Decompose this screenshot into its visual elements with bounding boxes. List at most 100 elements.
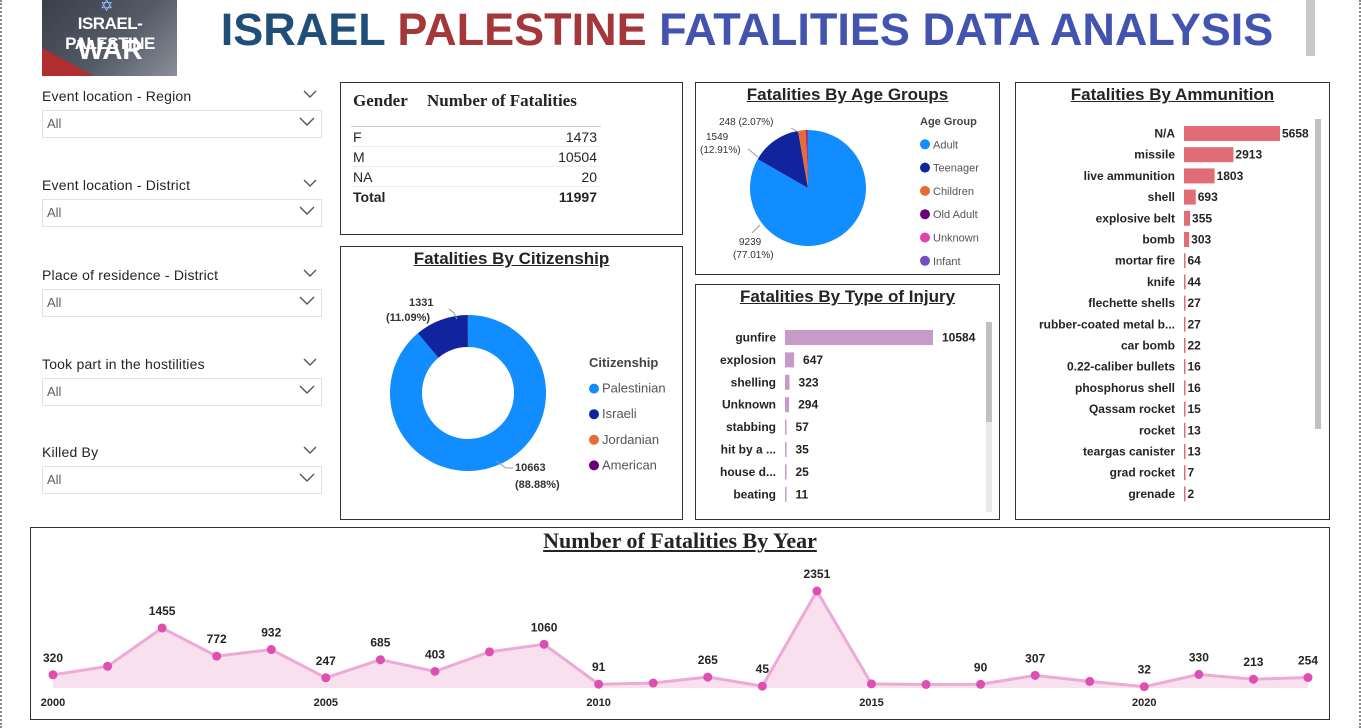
data-point-2003[interactable]	[212, 651, 222, 661]
bar-phosphorus-shell[interactable]	[1184, 380, 1186, 396]
table-row[interactable]: F 1473	[351, 127, 601, 147]
chevron-down-icon[interactable]	[302, 265, 318, 281]
legend-marker-palestinian[interactable]	[589, 383, 599, 394]
slicer-dropdown[interactable]: All	[42, 110, 322, 138]
slicer-dropdown[interactable]: All	[42, 378, 322, 406]
bar-unknown[interactable]	[785, 397, 790, 413]
bar-shell[interactable]	[1184, 189, 1196, 205]
table-row[interactable]: NA 20	[351, 167, 601, 187]
pie-slice-unknown[interactable]	[807, 130, 808, 188]
legend-marker-infant[interactable]	[920, 255, 930, 266]
bar-rocket[interactable]	[1184, 422, 1186, 438]
legend-marker-teenager[interactable]	[920, 162, 930, 173]
data-point-2007[interactable]	[430, 666, 440, 676]
legend-item-children[interactable]: Children	[933, 186, 974, 198]
column-header-fatalities[interactable]: Number of Fatalities	[427, 91, 577, 110]
bar-teargas-canister[interactable]	[1184, 444, 1186, 459]
bar-car-bomb[interactable]	[1184, 338, 1186, 353]
bar-live-ammunition[interactable]	[1184, 168, 1215, 184]
chevron-down-icon[interactable]	[302, 442, 318, 458]
chevron-down-icon[interactable]	[302, 175, 318, 191]
legend-marker-unknown[interactable]	[920, 232, 930, 243]
column-header-gender[interactable]: Gender	[353, 91, 408, 110]
legend-item-infant[interactable]: Infant	[933, 256, 961, 268]
pie-slice-teenager[interactable]	[757, 130, 808, 188]
data-point-2000[interactable]	[48, 670, 58, 680]
legend-marker-old-adult[interactable]	[920, 209, 930, 220]
legend-marker-american[interactable]	[589, 460, 599, 471]
chevron-down-icon[interactable]	[302, 86, 318, 102]
legend-item-old-adult[interactable]: Old Adult	[933, 209, 978, 221]
chevron-down-icon[interactable]	[299, 469, 315, 485]
data-point-2012[interactable]	[703, 672, 713, 682]
pie-slice-children[interactable]	[798, 130, 808, 188]
table-row[interactable]: M 10504	[351, 147, 601, 167]
pie-slice-palestinian[interactable]	[390, 315, 546, 471]
bar-gunfire[interactable]	[785, 330, 933, 345]
bar-knife[interactable]	[1184, 274, 1186, 290]
bar-qassam-rocket[interactable]	[1184, 401, 1186, 417]
bar-rubber-coated-metal-b[interactable]	[1184, 316, 1186, 332]
bar-hit-by-a[interactable]	[785, 442, 787, 457]
bar-grad-rocket[interactable]	[1184, 465, 1186, 481]
bar-explosive-belt[interactable]	[1184, 210, 1191, 226]
bar-grenade[interactable]	[1184, 486, 1186, 502]
bar-flechette-shells[interactable]	[1184, 295, 1186, 311]
data-point-2014[interactable]	[812, 586, 822, 596]
data-point-2009[interactable]	[539, 639, 549, 649]
data-point-2021[interactable]	[1194, 669, 1204, 679]
pie-slice-old-adult[interactable]	[806, 130, 808, 188]
legend-item-jordanian[interactable]: Jordanian	[602, 432, 659, 447]
legend-marker-jordanian[interactable]	[589, 434, 599, 445]
chevron-down-icon[interactable]	[299, 292, 315, 308]
data-point-2004[interactable]	[266, 645, 276, 655]
chevron-down-icon[interactable]	[302, 354, 318, 370]
slicer-dropdown[interactable]: All	[42, 199, 322, 227]
chevron-down-icon[interactable]	[299, 113, 315, 129]
bar-n-a[interactable]	[1184, 126, 1280, 141]
slicer-header[interactable]: Event location - District	[42, 175, 322, 199]
data-point-2011[interactable]	[648, 678, 658, 688]
chevron-down-icon[interactable]	[299, 202, 315, 218]
bar-beating[interactable]	[785, 486, 787, 502]
legend-item-palestinian[interactable]: Palestinian	[602, 381, 666, 396]
chart-scrollbar-thumb[interactable]	[986, 322, 992, 422]
data-point-2016[interactable]	[921, 679, 931, 689]
bar-house-d[interactable]	[785, 464, 787, 480]
data-point-2018[interactable]	[1030, 670, 1040, 680]
legend-item-american[interactable]: American	[602, 457, 657, 472]
chart-scrollbar-thumb[interactable]	[1315, 119, 1321, 429]
bar-bomb[interactable]	[1184, 232, 1190, 247]
legend-item-adult[interactable]: Adult	[933, 139, 958, 151]
data-point-2010[interactable]	[594, 679, 604, 689]
legend-marker-adult[interactable]	[920, 139, 930, 150]
pie-slice-israeli[interactable]	[417, 315, 468, 358]
bar-explosion[interactable]	[785, 352, 795, 368]
bar-0-22-caliber-bullets[interactable]	[1184, 359, 1186, 375]
data-point-2002[interactable]	[157, 623, 167, 633]
bar-stabbing[interactable]	[785, 419, 787, 435]
slicer-header[interactable]: Event location - Region	[42, 86, 322, 110]
slicer-header[interactable]: Took part in the hostilities	[42, 354, 322, 378]
data-point-2001[interactable]	[103, 661, 113, 671]
legend-marker-israeli[interactable]	[589, 409, 599, 420]
data-point-2023[interactable]	[1303, 673, 1313, 683]
data-point-2022[interactable]	[1248, 674, 1258, 684]
legend-marker-children[interactable]	[920, 185, 930, 196]
data-point-2019[interactable]	[1085, 676, 1095, 686]
data-point-2006[interactable]	[375, 655, 385, 665]
data-point-2020[interactable]	[1139, 682, 1149, 692]
legend-item-israeli[interactable]: Israeli	[602, 406, 637, 421]
page-scrollbar[interactable]	[1306, 0, 1315, 56]
data-point-2013[interactable]	[757, 681, 767, 691]
data-point-2008[interactable]	[485, 647, 495, 657]
bar-mortar-fire[interactable]	[1184, 253, 1186, 269]
bar-missile[interactable]	[1184, 147, 1234, 163]
data-point-2017[interactable]	[976, 679, 986, 689]
data-point-2015[interactable]	[866, 679, 876, 689]
slicer-dropdown[interactable]: All	[42, 289, 322, 317]
chevron-down-icon[interactable]	[299, 381, 315, 397]
slicer-dropdown[interactable]: All	[42, 466, 322, 494]
slicer-header[interactable]: Killed By	[42, 442, 322, 466]
legend-item-unknown[interactable]: Unknown	[933, 233, 979, 245]
